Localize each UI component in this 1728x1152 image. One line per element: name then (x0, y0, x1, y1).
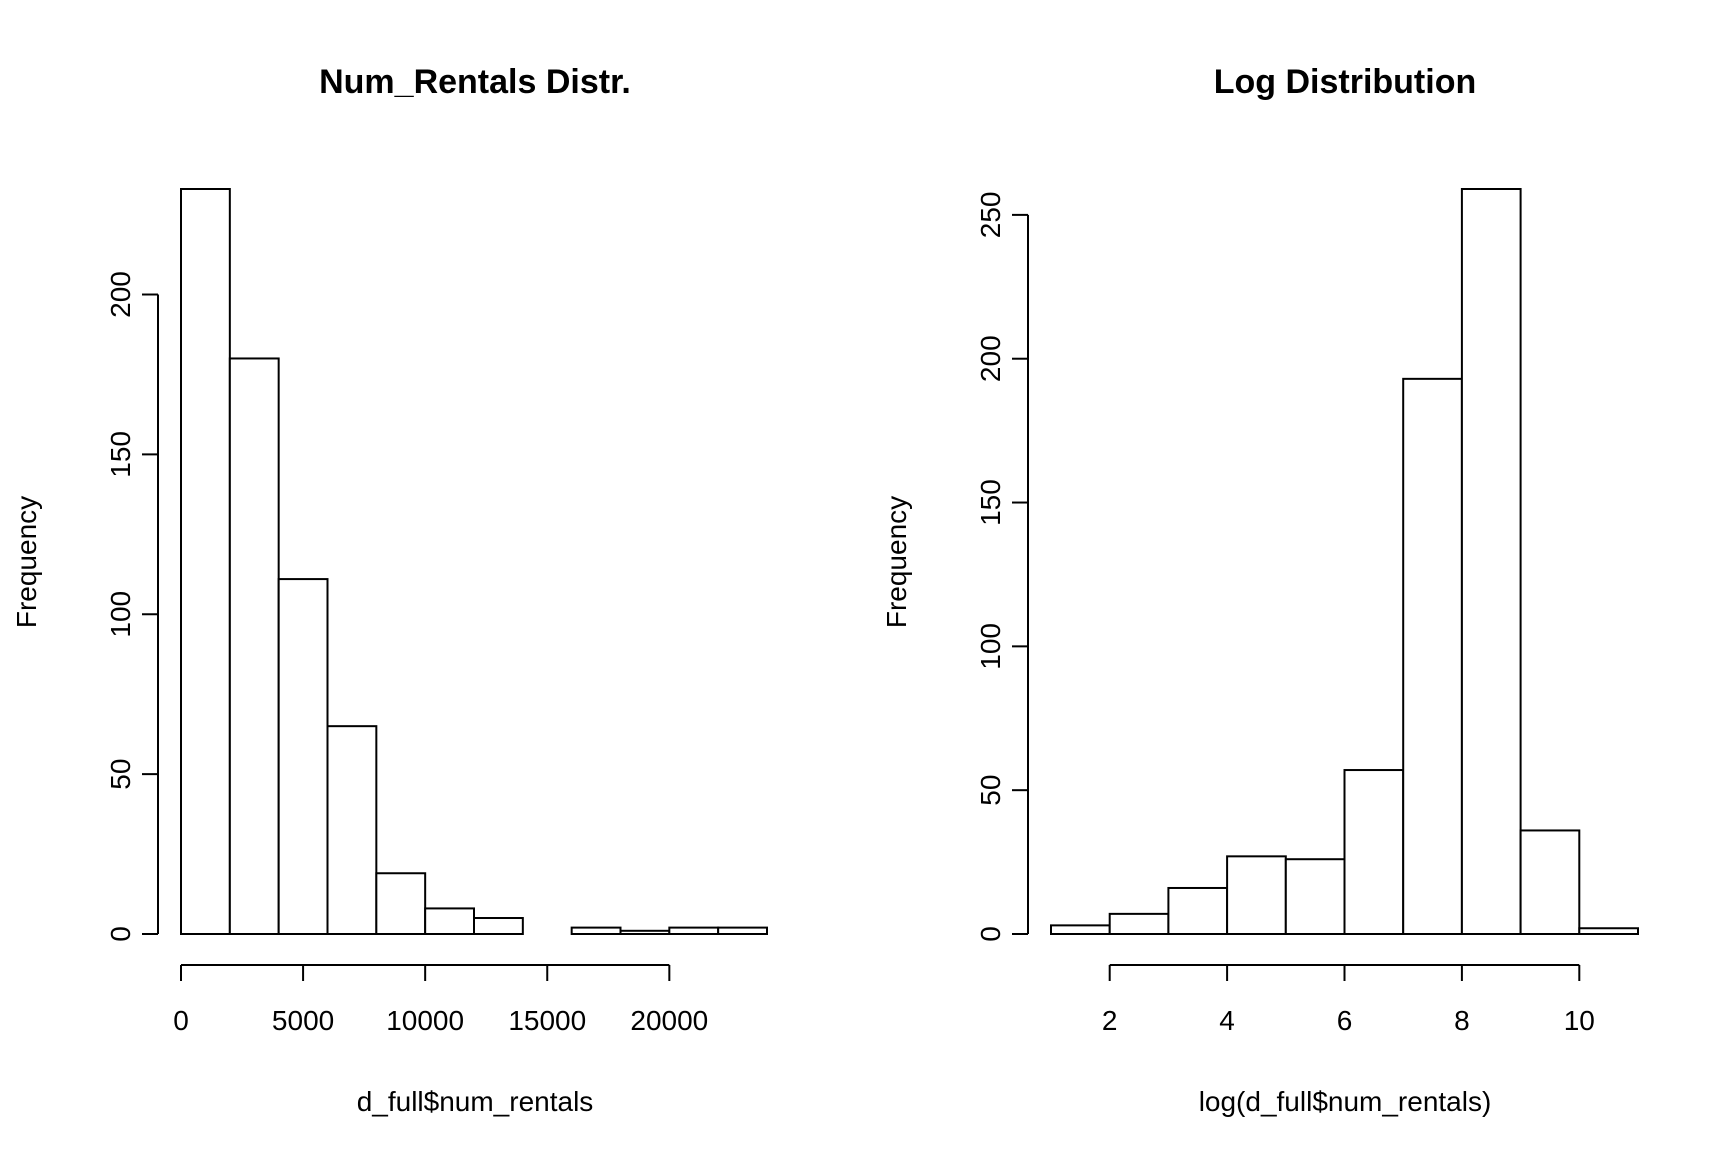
histogram-bar (228, 357, 280, 936)
y-tick-label: 50 (975, 775, 1006, 806)
histogram-bar (1050, 924, 1111, 936)
x-tick-label: 15000 (508, 1005, 586, 1036)
y-tick-label: 100 (105, 591, 136, 638)
histogram-bar (277, 578, 329, 935)
x-tick-label: 8 (1454, 1005, 1470, 1036)
histogram-bar (180, 188, 231, 935)
histogram-bar (1402, 377, 1463, 935)
chart-title: Log Distribution (1214, 63, 1477, 101)
y-axis-label: Frequency (11, 496, 42, 628)
y-tick-label: 200 (975, 335, 1006, 382)
bars-group (1050, 188, 1640, 936)
y-axis-label: Frequency (881, 496, 912, 628)
histogram-bar (473, 917, 524, 936)
histogram-bar (1167, 886, 1229, 935)
x-axis-label: log(d_full$num_rentals) (1199, 1086, 1492, 1117)
histogram-bar (1108, 912, 1170, 936)
histogram-bar (1460, 188, 1522, 935)
histogram-bar (1578, 927, 1640, 936)
histogram-bar (1226, 855, 1287, 936)
x-tick-label: 4 (1219, 1005, 1235, 1036)
x-axis-label: d_full$num_rentals (357, 1086, 594, 1117)
panel-right-histogram: Log Distribution Frequency log(d_full$nu… (881, 63, 1640, 1117)
histogram-bar (424, 907, 475, 935)
histogram-bar (1343, 769, 1405, 936)
histogram-bar (717, 926, 769, 936)
x-axis: 0 5000 10000 15000 20000 (173, 964, 708, 1036)
bars-group (180, 188, 769, 936)
panel-left-histogram: Num_Rentals Distr. Frequency d_full$num_… (11, 63, 769, 1117)
histogram-bar (668, 926, 720, 936)
histogram-bar (570, 926, 622, 936)
y-tick-label: 0 (105, 926, 136, 942)
y-tick-label: 50 (105, 759, 136, 790)
y-tick-label: 150 (105, 431, 136, 478)
x-tick-label: 10 (1564, 1005, 1595, 1036)
histogram-bar (375, 872, 427, 935)
histogram-bar (619, 929, 671, 935)
y-tick-label: 150 (975, 479, 1006, 526)
y-tick-label: 0 (975, 926, 1006, 942)
y-tick-label: 100 (975, 623, 1006, 670)
y-tick-label: 250 (975, 192, 1006, 239)
x-tick-label: 20000 (630, 1005, 708, 1036)
x-tick-label: 5000 (272, 1005, 334, 1036)
x-tick-label: 2 (1102, 1005, 1118, 1036)
y-axis: 0 50 100 150 200 (105, 271, 159, 942)
histogram-bar (1519, 829, 1581, 935)
chart-title: Num_Rentals Distr. (319, 63, 631, 101)
x-tick-label: 6 (1337, 1005, 1353, 1036)
x-tick-label: 10000 (386, 1005, 464, 1036)
y-axis: 0 50 100 150 200 250 (975, 192, 1029, 942)
y-tick-label: 200 (105, 271, 136, 318)
x-axis: 2 4 6 8 10 (1102, 964, 1595, 1036)
x-tick-label: 0 (173, 1005, 189, 1036)
histogram-bar (1284, 858, 1346, 935)
histogram-bar (326, 725, 378, 935)
